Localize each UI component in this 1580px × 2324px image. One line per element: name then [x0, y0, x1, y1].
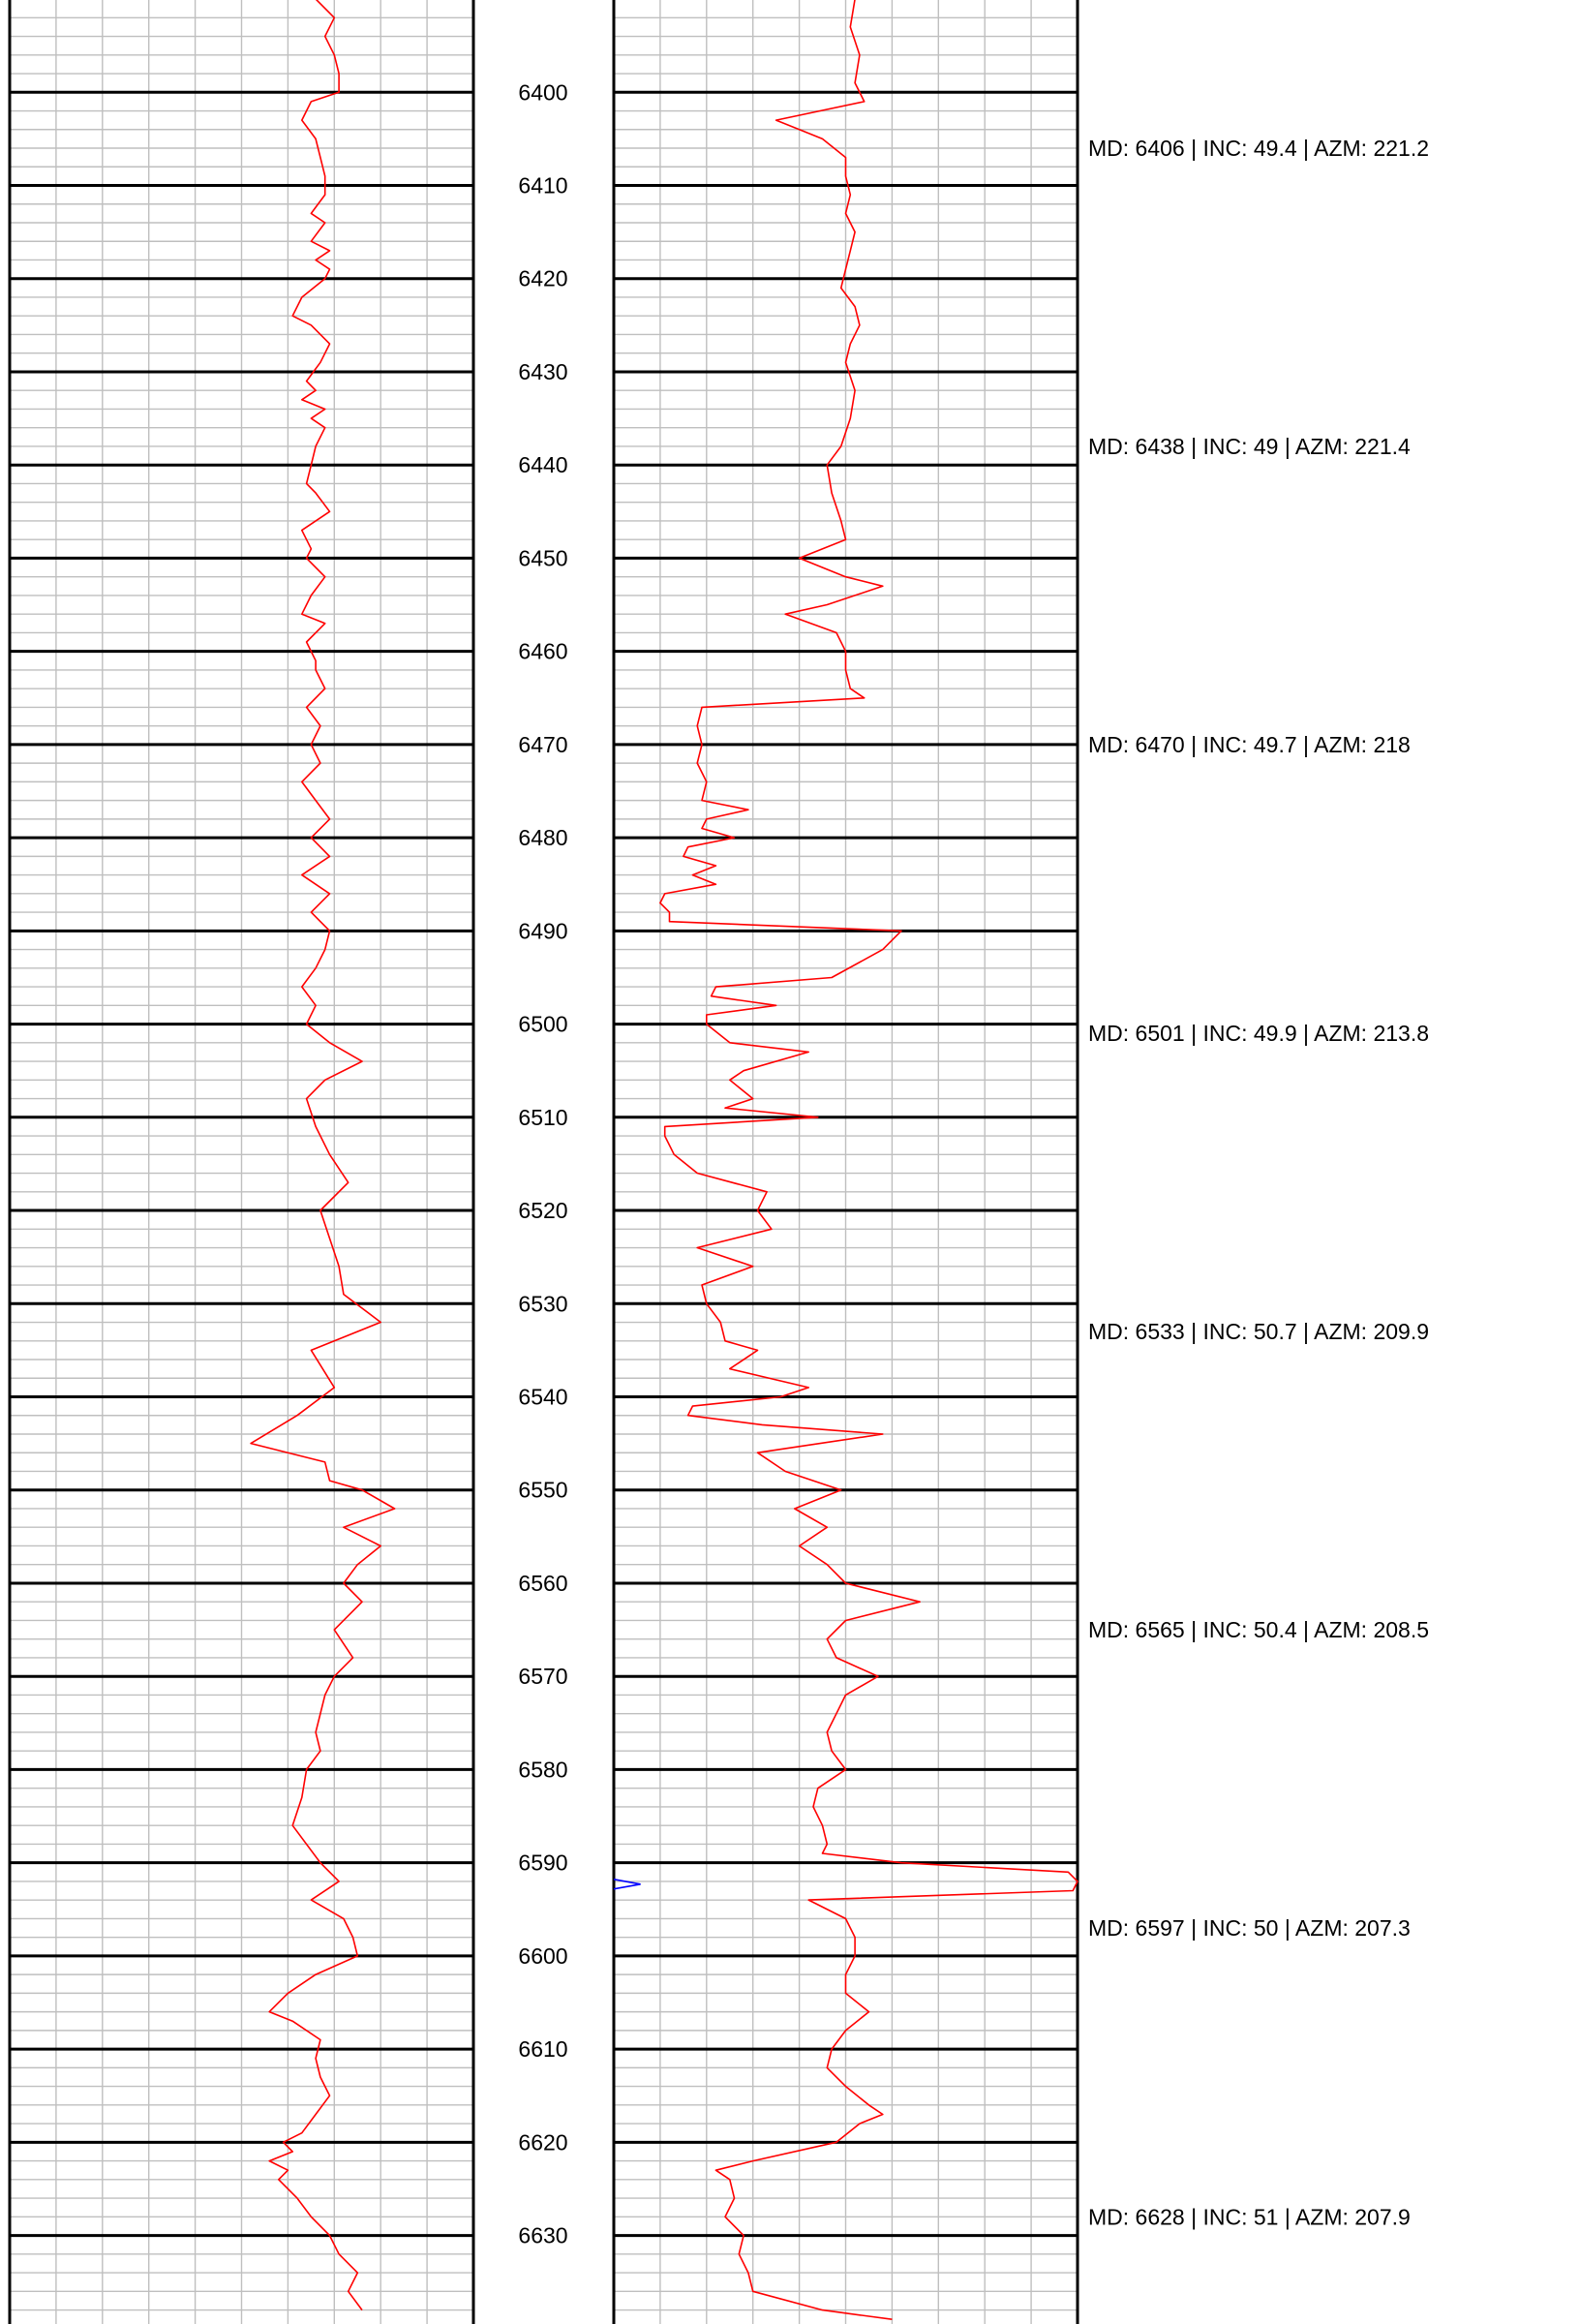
depth-tick-label: 6470 — [518, 732, 567, 757]
depth-tick-label: 6570 — [518, 1664, 567, 1689]
track-2-curve — [659, 0, 1079, 2320]
depth-tick-label: 6500 — [518, 1012, 567, 1037]
depth-axis: 6400 6410 6420 6430 6440 6450 6460 6470 6480 6490… — [518, 79, 567, 2248]
depth-tick-label: 6630 — [518, 2223, 567, 2248]
depth-tick-label: 6560 — [518, 1571, 567, 1596]
track-1-curve — [250, 0, 396, 2311]
depth-tick-label: 6440 — [518, 452, 567, 477]
depth-tick-label: 6430 — [518, 359, 567, 384]
depth-tick-label: 6540 — [518, 1385, 567, 1410]
survey-annotations: MD: 6406 | INC: 49.4 | AZM: 221.2 MD: 643… — [1088, 136, 1429, 2229]
survey-annotation: MD: 6501 | INC: 49.9 | AZM: 213.8 — [1088, 1021, 1429, 1046]
depth-tick-label: 6410 — [518, 172, 567, 198]
curve-layer — [250, 0, 1079, 2320]
survey-annotation: MD: 6597 | INC: 50 | AZM: 207.3 — [1088, 1915, 1411, 1941]
survey-annotation: MD: 6628 | INC: 51 | AZM: 207.9 — [1088, 2204, 1411, 2229]
depth-tick-label: 6420 — [518, 266, 567, 291]
depth-tick-label: 6610 — [518, 2036, 567, 2062]
depth-tick-label: 6590 — [518, 1850, 567, 1876]
depth-tick-label: 6450 — [518, 545, 567, 570]
depth-tick-label: 6460 — [518, 639, 567, 664]
depth-tick-label: 6510 — [518, 1105, 567, 1130]
survey-annotation: MD: 6470 | INC: 49.7 | AZM: 218 — [1088, 732, 1411, 757]
track-2-marker — [613, 1879, 641, 1890]
depth-tick-label: 6580 — [518, 1757, 567, 1782]
survey-annotation: MD: 6406 | INC: 49.4 | AZM: 221.2 — [1088, 136, 1429, 161]
depth-tick-label: 6490 — [518, 918, 567, 943]
depth-tick-label: 6480 — [518, 825, 567, 850]
survey-annotation: MD: 6565 | INC: 50.4 | AZM: 208.5 — [1088, 1617, 1429, 1642]
depth-tick-label: 6530 — [518, 1291, 567, 1316]
depth-tick-label: 6620 — [518, 2129, 567, 2155]
depth-tick-label: 6400 — [518, 79, 567, 105]
depth-tick-label: 6600 — [518, 1943, 567, 1969]
survey-annotation: MD: 6438 | INC: 49 | AZM: 221.4 — [1088, 434, 1411, 459]
depth-tick-label: 6520 — [518, 1198, 567, 1223]
depth-tick-label: 6550 — [518, 1478, 567, 1503]
grid-layer — [8, 0, 1079, 2324]
survey-annotation: MD: 6533 | INC: 50.7 | AZM: 209.9 — [1088, 1319, 1429, 1344]
